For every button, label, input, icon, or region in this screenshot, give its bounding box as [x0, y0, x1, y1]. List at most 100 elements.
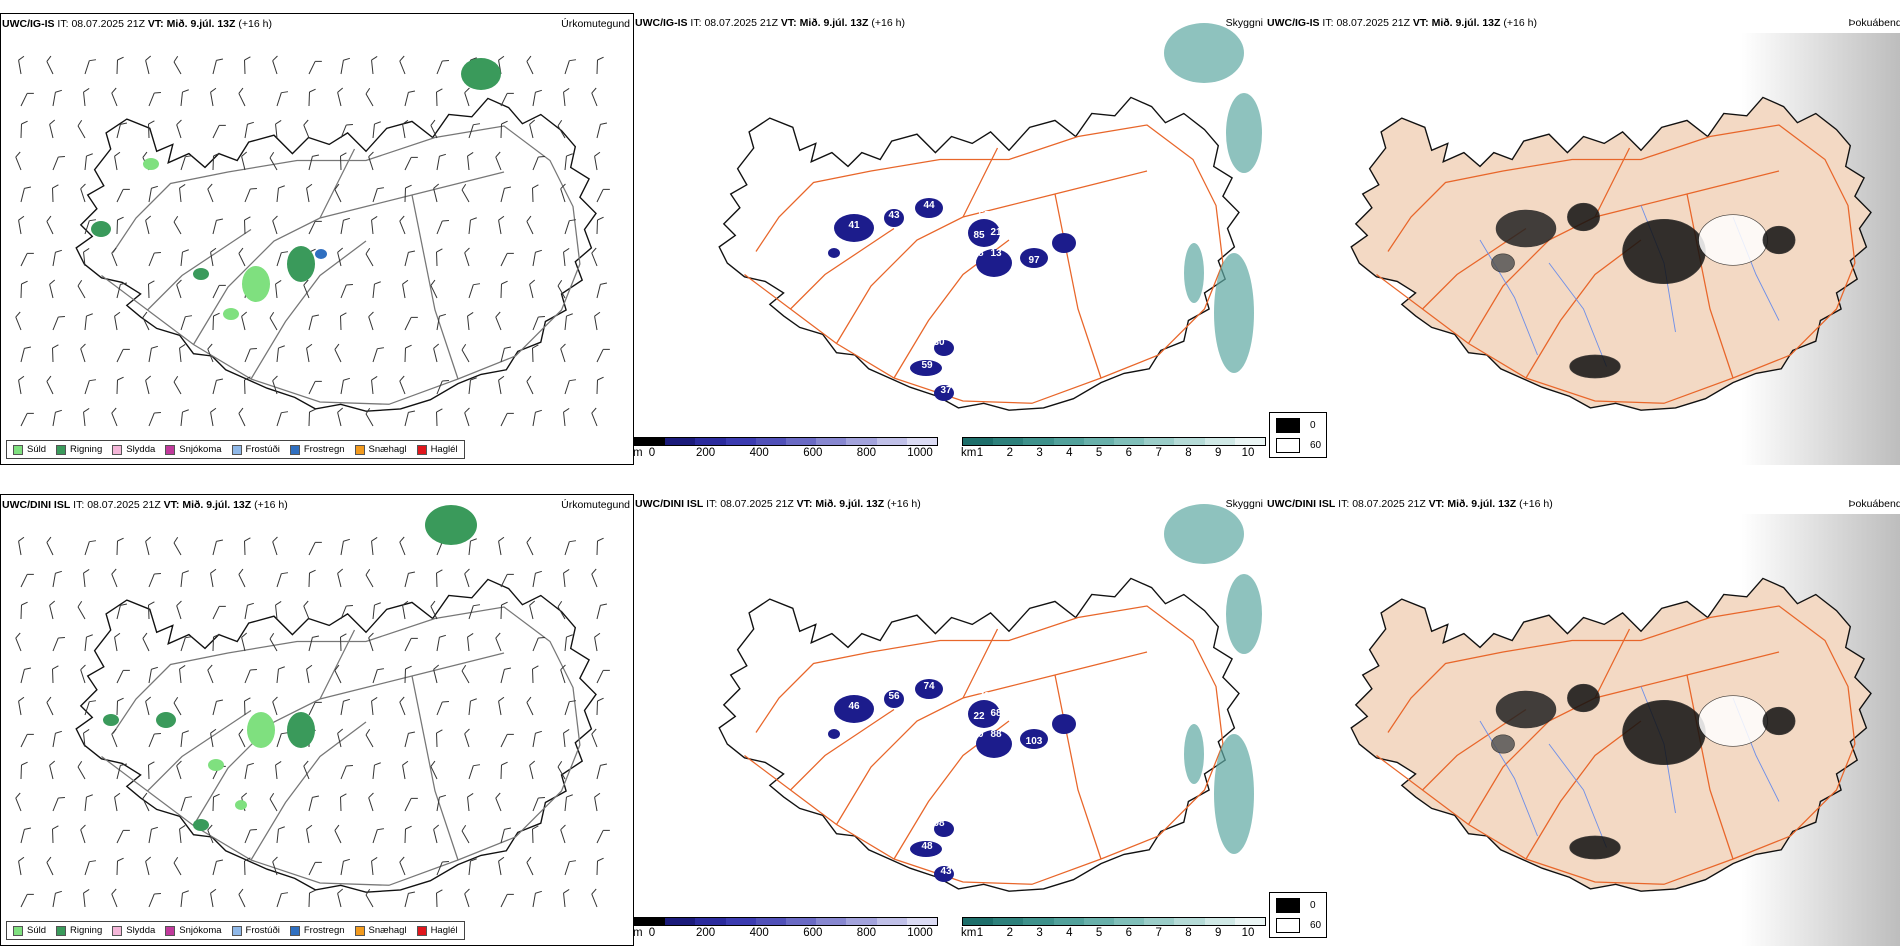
wind-barb [52, 89, 63, 107]
fog-areas [1491, 202, 1796, 379]
wind-barb [276, 826, 285, 844]
wind-barb [468, 698, 477, 716]
fog-area [1495, 209, 1557, 248]
wind-barb [591, 407, 598, 427]
panel-title: Úrkomutegund [561, 18, 630, 30]
precip-legend: Súld Rigning Slydda Snjókoma Frostúði Frostre… [6, 921, 465, 940]
wind-barb [557, 280, 566, 299]
fog-legend-row: 0 [1276, 898, 1316, 913]
wind-barb [180, 890, 189, 908]
wind-barb [244, 121, 255, 139]
legend-swatch [165, 444, 176, 455]
road [1376, 605, 1856, 885]
road [744, 124, 1224, 404]
wind-barb [495, 632, 502, 652]
wind-barb [461, 184, 470, 203]
precip-type-panel-2: UWC/DINI ISL IT: 08.07.2025 21Z VT: Mið.… [0, 494, 634, 946]
wind-barb [212, 859, 224, 876]
legend-label: Rigning [70, 925, 103, 936]
wind-barb [20, 346, 32, 363]
wind-barb [308, 220, 322, 235]
wind-barb [464, 407, 470, 427]
wind-barb [116, 603, 128, 620]
wind-barb [564, 794, 573, 812]
wind-barb [148, 732, 161, 748]
cloud-base-value: 85 [973, 230, 985, 241]
river [1479, 239, 1538, 356]
wind-barb [303, 600, 310, 620]
lead-time: (+16 h) [887, 498, 921, 510]
wind-barb [306, 824, 313, 844]
fog-map [1266, 33, 1900, 465]
legend-item: Snæhagl [354, 925, 407, 936]
wind-barb [276, 91, 289, 107]
wind-barb [340, 123, 353, 139]
wind-barb [372, 187, 385, 203]
fog-index-panel-1: UWC/IG-IS IT: 08.07.2025 21Z VT: Mið. 9.… [1266, 13, 1900, 465]
wind-barb [500, 186, 512, 203]
wind-barb [340, 377, 351, 395]
fog-legend: 0 60 [1269, 412, 1327, 458]
wind-barb [340, 858, 351, 876]
wind-barb [244, 857, 251, 876]
wind-barb [116, 829, 130, 844]
wind-barb [594, 632, 601, 652]
colorbar-tick: 9 [1215, 447, 1222, 459]
legend-swatch [416, 925, 427, 936]
river [1548, 262, 1607, 367]
wind-barb [173, 857, 182, 876]
cloud-base-value: 56 [888, 691, 900, 702]
wind-barb [176, 760, 182, 780]
road [319, 148, 356, 219]
wind-barb [308, 861, 322, 876]
colorbar-tick: 400 [749, 927, 769, 939]
wind-barb [334, 183, 342, 203]
wind-barb [180, 636, 193, 652]
wind-barb [52, 570, 63, 588]
wind-barb [500, 346, 512, 363]
wind-barb [80, 183, 86, 203]
wind-barb [368, 311, 374, 331]
wind-barb [176, 119, 182, 139]
wind-barb [20, 186, 32, 203]
wind-barb [308, 701, 322, 716]
legend-label: Snæhagl [368, 925, 407, 936]
legend-label: Frostúði [245, 444, 280, 455]
wind-barb [340, 217, 351, 235]
cloud-base-value: 13 [990, 248, 1002, 259]
wind-barb [276, 411, 289, 427]
legend-item: Rigning [56, 444, 102, 455]
fog-area [1495, 690, 1557, 729]
river [1548, 743, 1607, 848]
cloud-base-area [915, 198, 943, 218]
cloud-base-value: 43 [888, 210, 900, 221]
it-label: IT: [57, 18, 69, 30]
road [1594, 147, 1631, 218]
wind-barb [526, 856, 534, 876]
wind-barb [404, 184, 412, 203]
wind-barb [365, 248, 374, 267]
wind-barb [399, 856, 406, 876]
colorbar-tick: 800 [856, 927, 876, 939]
cloud-base-areas [828, 198, 1076, 401]
wind-barb [560, 343, 566, 363]
legend-swatch [231, 925, 242, 936]
wind-barb [498, 696, 505, 716]
visibility-colorbar: km 1 2 3 4 5 6 7 8 9 10 [961, 437, 1266, 465]
wind-barb [308, 88, 316, 107]
wind-barb [371, 376, 378, 395]
cloud-base-value: 21 [990, 227, 1002, 238]
wind-barb [49, 600, 56, 620]
wind-barb [464, 87, 470, 107]
wind-barb [212, 284, 226, 299]
fog-area [1491, 734, 1515, 754]
wind-barb [210, 247, 217, 267]
wind-barb [148, 120, 155, 139]
legend-swatch [56, 444, 67, 455]
fog-area [1569, 835, 1621, 860]
cloud-base-area [1052, 714, 1076, 734]
precip-area [247, 712, 275, 748]
wind-barb [596, 376, 604, 395]
precip-areas [103, 505, 477, 831]
precip-area [103, 714, 119, 726]
